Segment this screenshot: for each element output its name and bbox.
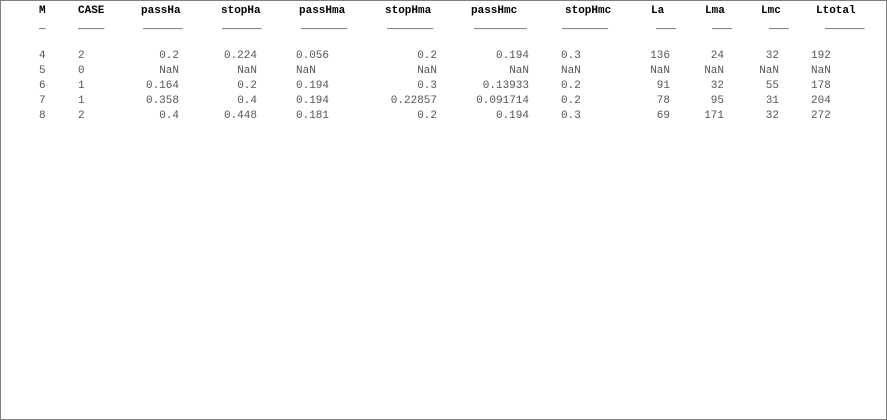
table-cell: 0.3 [417,80,437,92]
column-underline-5: _______ [387,20,434,32]
table-cell: 0.194 [296,80,330,92]
column-underline-8: ___ [656,20,676,32]
column-header-4: passHma [299,5,346,17]
table-cell: 0.2 [237,80,257,92]
column-header-6: passHmc [471,5,518,17]
table-header-row: M CASE passHa stopHa passHma stopHma passHmc st… [0,4,887,19]
table-cell: 178 [811,80,831,92]
table-cell: 5 [39,65,46,77]
table-cell: 1 [78,80,85,92]
table-cell: 7 [39,95,46,107]
table-cell: 0.22857 [390,95,437,107]
table-cell: 91 [656,80,670,92]
column-header-0: M [39,5,46,17]
column-underline-4: _______ [301,20,348,32]
table-cell: 32 [710,80,724,92]
table-cell: 1 [78,95,85,107]
column-header-10: Lmc [761,5,781,17]
table-cell: 0.091714 [476,95,529,107]
table-cell: NaN [811,65,831,77]
column-underline-7: _______ [562,20,609,32]
table-cell: 0.4 [159,110,179,122]
table-cell: 69 [656,110,670,122]
column-underline-2: ______ [143,20,183,32]
table-cell: 0.4 [237,95,257,107]
table-cell: 0.3 [561,50,581,62]
table-cell: 0.13933 [482,80,529,92]
column-underline-9: ___ [712,20,732,32]
table-cell: 0.194 [296,95,330,107]
column-header-3: stopHa [221,5,261,17]
column-header-5: stopHma [385,5,432,17]
table-cell: 0.056 [296,50,330,62]
table-body: 4 2 0.2 0.224 0.056 0.2 0.194 0.3 136 24 32 192 5 0 Na… [0,49,887,124]
column-header-2: passHa [141,5,181,17]
table-cell: NaN [237,65,257,77]
table-cell: 0.358 [145,95,179,107]
table-cell: 0.3 [561,110,581,122]
column-header-9: Lma [705,5,725,17]
table-row: 6 1 0.164 0.2 0.194 0.3 0.13933 0.2 91 32 55 178 [0,79,887,94]
table-cell: 0.448 [223,110,257,122]
table-cell: NaN [296,65,316,77]
column-header-1: CASE [78,5,105,17]
table-cell: 171 [704,110,724,122]
table-cell: NaN [417,65,437,77]
table-cell: 204 [811,95,831,107]
table-rule-row: _ ____ ______ ______ _______ _______ ________ _… [0,19,887,34]
table-cell: 31 [765,95,779,107]
table-cell: 272 [811,110,831,122]
table-cell: 0.164 [145,80,179,92]
table-cell: 0.2 [159,50,179,62]
table-cell: 4 [39,50,46,62]
column-underline-0: _ [39,20,46,32]
table-cell: 6 [39,80,46,92]
column-header-7: stopHmc [565,5,612,17]
table-cell: 136 [650,50,670,62]
column-underline-3: ______ [222,20,262,32]
table-cell: 55 [765,80,779,92]
table-cell: 0.194 [495,50,529,62]
column-underline-11: ______ [825,20,865,32]
table-cell: 95 [710,95,724,107]
table-cell: 0.2 [561,80,581,92]
table-cell: 0.2 [417,110,437,122]
table-cell: 0.2 [561,95,581,107]
table-cell: NaN [650,65,670,77]
table-row: 7 1 0.358 0.4 0.194 0.22857 0.091714 0.2 78 95 31 2… [0,94,887,109]
table-row: 8 2 0.4 0.448 0.181 0.2 0.194 0.3 69 171 32 272 [0,109,887,124]
table-cell: 0.181 [296,110,330,122]
table-cell: NaN [704,65,724,77]
table-cell: 0.2 [417,50,437,62]
table-cell: NaN [159,65,179,77]
table-cell: 8 [39,110,46,122]
table-row: 4 2 0.2 0.224 0.056 0.2 0.194 0.3 136 24 32 192 [0,49,887,64]
table-cell: 32 [765,50,779,62]
table-cell: 192 [811,50,831,62]
table-row: 5 0 NaN NaN NaN NaN NaN NaN NaN NaN NaN NaN [0,64,887,79]
column-header-8: La [651,5,665,17]
table-cell: NaN [509,65,529,77]
table-cell: 32 [765,110,779,122]
table-cell: 78 [656,95,670,107]
table-cell: 0.194 [495,110,529,122]
column-underline-6: ________ [474,20,527,32]
table-cell: NaN [759,65,779,77]
column-underline-10: ___ [769,20,789,32]
column-underline-1: ____ [78,20,105,32]
table-cell: 2 [78,110,85,122]
table-cell: 24 [710,50,724,62]
table-cell: 0 [78,65,85,77]
table-cell: NaN [561,65,581,77]
column-header-11: Ltotal [816,5,856,17]
table-cell: 2 [78,50,85,62]
table-cell: 0.224 [223,50,257,62]
